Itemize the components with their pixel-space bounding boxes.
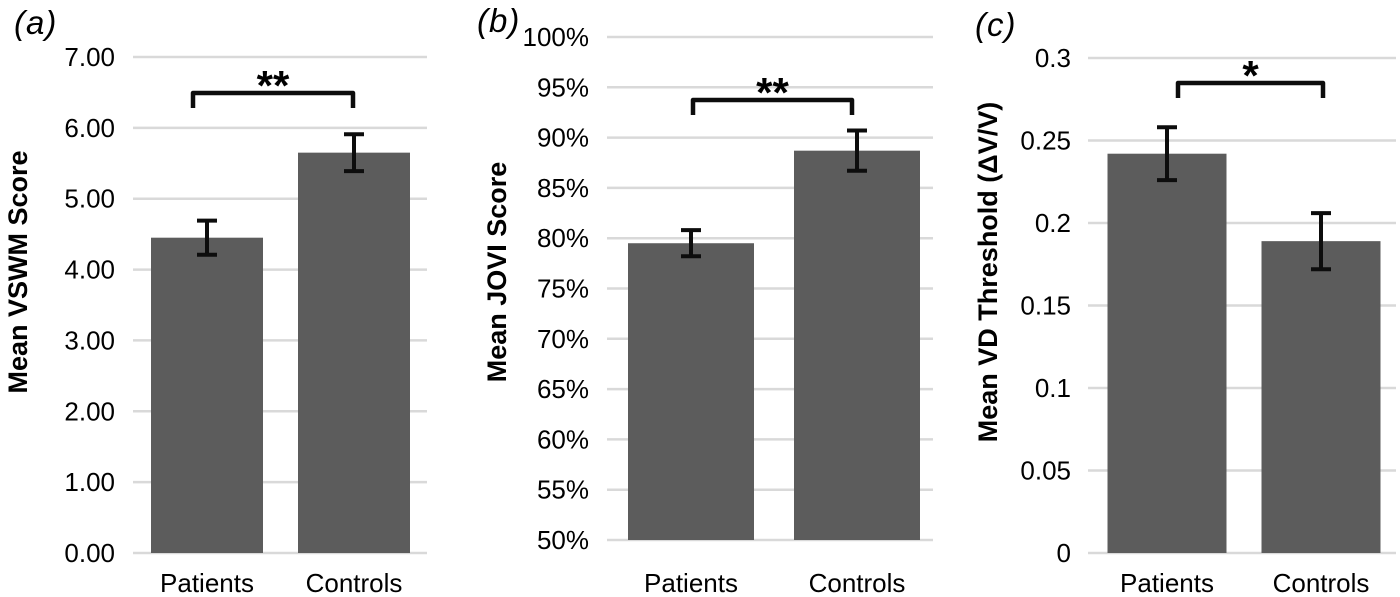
y-tick-label: 55% — [537, 475, 589, 505]
y-tick-label: 50% — [537, 525, 589, 555]
x-category-label: Controls — [1273, 568, 1370, 597]
significance-bracket — [690, 97, 855, 115]
x-category-label: Controls — [809, 568, 906, 597]
significance-asterisks: * — [1242, 52, 1259, 99]
bar-controls — [1261, 241, 1381, 553]
y-tick-label: 95% — [537, 72, 589, 102]
y-tick-label: 1.00 — [64, 467, 115, 497]
x-category-label: Patients — [160, 568, 254, 597]
y-tick-label: 75% — [537, 274, 589, 304]
panel-b: (b) Mean JOVI Score 50% 55% 60% 65% 70% 75% 80… — [467, 0, 934, 597]
bar-patients — [151, 237, 263, 553]
x-category-label: Controls — [306, 568, 403, 597]
bar-patients — [1107, 153, 1227, 553]
significance-asterisks: ** — [756, 69, 789, 116]
y-tick-label: 0.25 — [1020, 126, 1071, 156]
y-tick-label: 65% — [537, 374, 589, 404]
y-tick-label: 4.00 — [64, 255, 115, 285]
y-tick-label: 2.00 — [64, 396, 115, 426]
y-tick-label: 0.1 — [1035, 373, 1071, 403]
y-tick-label: 7.00 — [64, 42, 115, 72]
panel-c: (c) Mean VD Threshold (ΔV/V) 0 0.05 0.1 0.1… — [933, 0, 1400, 597]
bar-chart-vswm: 0.00 1.00 2.00 3.00 4.00 5.00 6.00 7.00 Patients… — [64, 42, 427, 597]
bar-controls — [794, 150, 920, 541]
y-tick-label: 90% — [537, 123, 589, 153]
y-tick-label: 60% — [537, 424, 589, 454]
y-tick-label: 3.00 — [64, 325, 115, 355]
y-tick-label: 5.00 — [64, 184, 115, 214]
bar-chart-vd-threshold: 0 0.05 0.1 0.15 0.2 0.25 0.3 Patients Controls * — [1020, 43, 1396, 597]
y-tick-label: 0.15 — [1020, 291, 1071, 321]
panel-b-label: (b) — [477, 2, 521, 39]
y-tick-label: 6.00 — [64, 113, 115, 143]
y-tick-label: 85% — [537, 173, 589, 203]
y-tick-label: 0.2 — [1035, 208, 1071, 238]
panel-c-label: (c) — [975, 6, 1017, 43]
y-tick-label: 80% — [537, 223, 589, 253]
y-tick-label: 70% — [537, 324, 589, 354]
y-tick-label: 100% — [523, 22, 590, 52]
significance-asterisks: ** — [257, 62, 290, 109]
y-tick-label: 0.3 — [1035, 43, 1071, 73]
panel-a: (a) Mean VSWM Score 0.00 1.00 2.00 3.00 4.00… — [0, 0, 467, 597]
y-tick-label: 0.00 — [64, 538, 115, 568]
bar-controls — [298, 152, 410, 553]
x-category-label: Patients — [1120, 568, 1214, 597]
bar-chart-jovi: 50% 55% 60% 65% 70% 75% 80% 85% 90% 95% 100% Patien… — [523, 22, 933, 597]
x-category-label: Patients — [644, 568, 738, 597]
y-tick-label: 0.05 — [1020, 456, 1071, 486]
y-tick-label: 0 — [1057, 538, 1071, 568]
bar-patients — [628, 243, 754, 541]
significance-bracket — [190, 90, 356, 108]
significance-bracket — [1175, 80, 1326, 98]
panel-a-label: (a) — [14, 4, 58, 41]
